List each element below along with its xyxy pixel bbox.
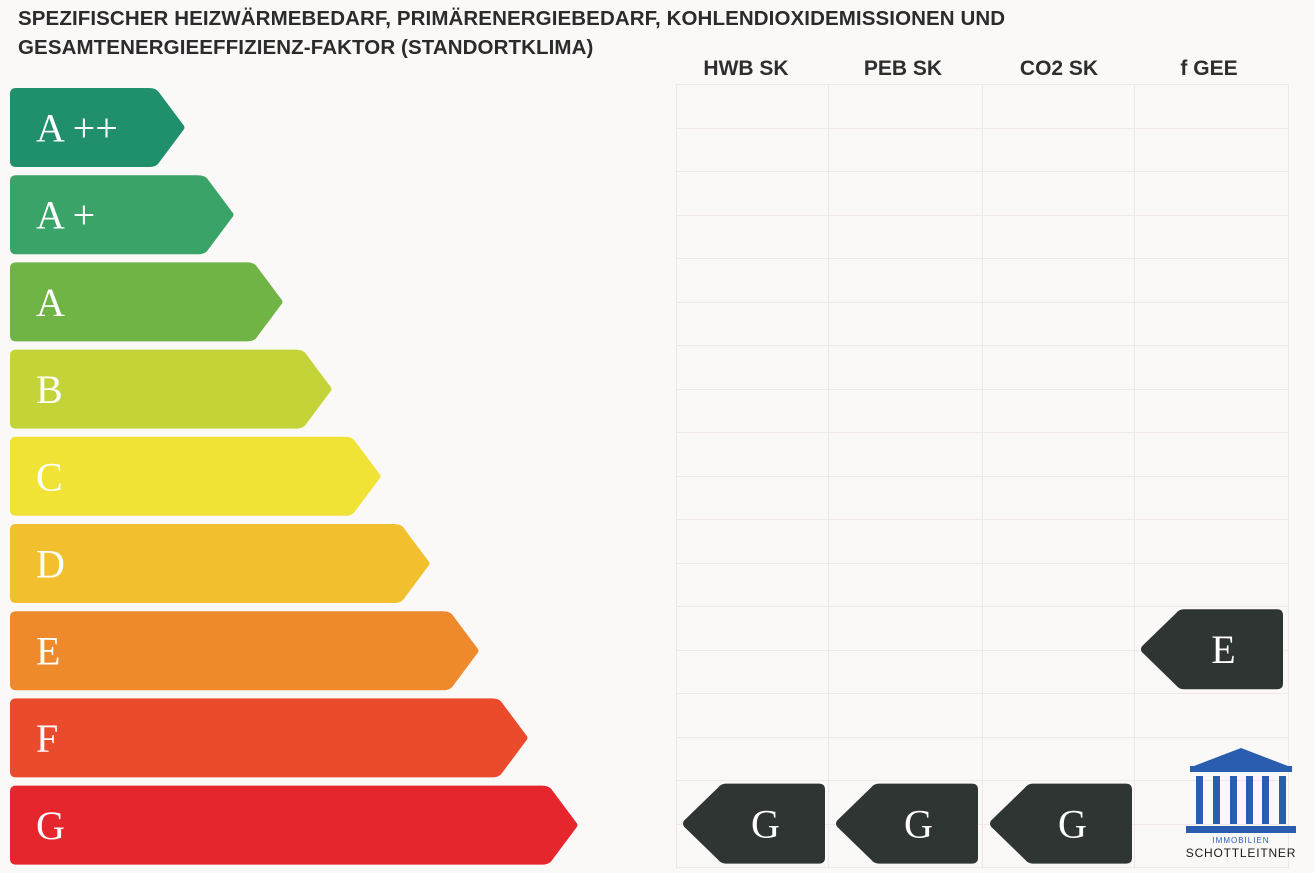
grid-row-line [676,432,1288,433]
logo-subtitle: IMMOBILIEN [1212,836,1270,845]
grid-row-line [676,562,1288,564]
scale-band [10,349,332,429]
scale-band-label: A + [36,193,95,238]
rating-marker [683,783,825,864]
grid-column-line [676,84,677,869]
grid-row-line [676,345,1288,346]
scale-band [10,436,381,516]
scale-band-label: A ++ [36,106,118,151]
scale-band [10,524,430,603]
grid-row-line [676,736,1288,738]
grid-row-line [676,84,1288,85]
scale-band [10,785,578,865]
grid-column-line [1134,84,1135,869]
column-header-peb: PEB SK [863,57,943,80]
scale-band [10,175,234,255]
scale-band-label: B [36,367,63,412]
scale-band [10,262,283,342]
scale-band-label: A [36,280,65,325]
grid-row-line [676,649,1288,651]
logo-name: SCHOTTLEITNER [1185,846,1297,860]
column-header-fgee: f GEE [1180,57,1238,80]
scale-band-label: F [36,716,58,761]
grid-row-line [676,171,1288,172]
grid-row-line [676,127,1288,129]
rating-marker [990,783,1132,864]
grid-row-line [676,780,1288,781]
building-logo-icon [1186,748,1296,833]
scale-band [10,698,528,778]
column-header-co2: CO2 SK [1019,57,1099,80]
rating-grid [676,84,1289,869]
grid-row-line [676,867,1288,868]
rating-marker-label: E [1211,627,1235,672]
grid-row-line [676,258,1288,259]
grid-row-line [676,606,1288,607]
grid-row-line [676,693,1288,694]
grid-column-line [828,84,829,869]
grid-row-line [676,301,1288,303]
scale-band-label: D [36,542,65,587]
grid-row-line [676,475,1288,477]
grid-column-line [982,84,983,869]
page-title: SPEZIFISCHER HEIZWÄRMEBEDARF, PRIMÄRENER… [18,4,1218,62]
rating-marker-label: G [1058,802,1087,847]
grid-row-line [676,388,1288,390]
scale-band [10,611,479,691]
scale-band-label: G [36,803,65,848]
scale-band-label: C [36,454,63,499]
rating-marker-label: G [751,802,780,847]
grid-row-line [676,214,1288,216]
title-line-2: GESAMTENERGIEEFFIZIENZ-FAKTOR (STANDORTK… [18,36,594,59]
column-header-hwb: HWB SK [703,57,789,80]
title-line-1: SPEZIFISCHER HEIZWÄRMEBEDARF, PRIMÄRENER… [18,7,1006,30]
scale-band-label: E [36,629,60,674]
grid-row-line [676,519,1288,520]
rating-marker [836,783,978,864]
grid-row-line [676,823,1288,825]
grid-column-line [1288,84,1289,869]
scale-band [10,88,185,167]
rating-marker [1141,609,1283,690]
rating-marker-label: G [904,802,933,847]
